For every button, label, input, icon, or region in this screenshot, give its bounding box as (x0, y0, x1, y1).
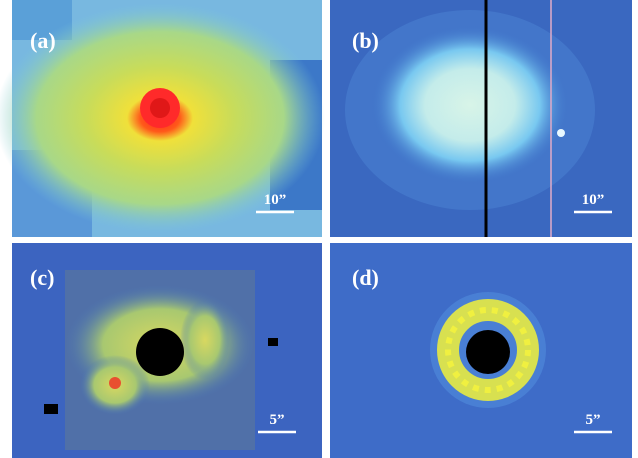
panel-a: (a) 10” (0, 0, 325, 237)
panel-label: (d) (352, 265, 379, 290)
panel-b: (b) 10” (330, 0, 632, 237)
panel-d: (d) 5” (330, 243, 632, 458)
scale-label: 5” (270, 412, 285, 428)
panel-label: (b) (352, 28, 379, 53)
scale-label: 10” (264, 192, 287, 208)
panel-c: (c) 5” (12, 243, 322, 458)
panel-label: (a) (30, 28, 56, 53)
scale-label: 10” (582, 192, 605, 208)
scale-label: 5” (586, 412, 601, 428)
panel-label: (c) (30, 265, 54, 290)
